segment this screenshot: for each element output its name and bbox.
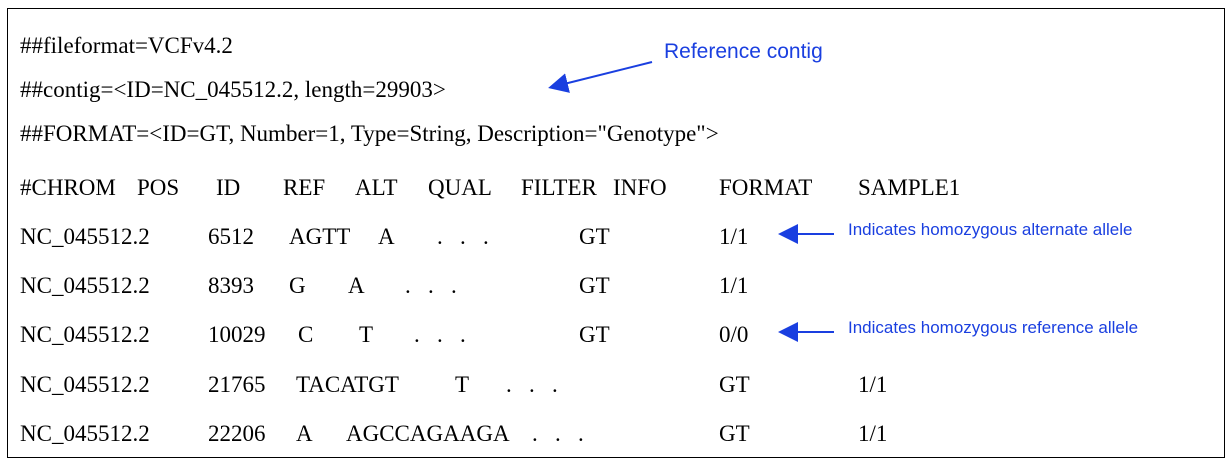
column-header-ref: REF [283, 175, 326, 200]
row-format: GT [579, 322, 610, 347]
row-chrom: NC_045512.2 [20, 322, 150, 347]
row-alt: A [348, 273, 365, 298]
row-format: GT [719, 372, 750, 397]
row-sample: 1/1 [719, 224, 749, 249]
row-dots: . . . [506, 372, 558, 397]
annotation-homozygous-alternate: Indicates homozygous alternate allele [848, 220, 1133, 239]
row-alt: A [378, 224, 395, 249]
row-ref: AGTT [289, 224, 351, 249]
row-pos: 10029 [208, 322, 266, 347]
column-header-id: ID [216, 175, 241, 200]
row-dots: . . . [437, 224, 489, 249]
row-chrom: NC_045512.2 [20, 421, 150, 446]
row-chrom: NC_045512.2 [20, 224, 150, 249]
row-pos: 8393 [208, 273, 254, 298]
row-format: GT [719, 421, 750, 446]
row-alt: T [455, 372, 470, 397]
row-chrom: NC_045512.2 [20, 273, 150, 298]
vcf-document-frame [7, 8, 1225, 458]
row-pos: 22206 [208, 421, 266, 446]
row-format: GT [579, 224, 610, 249]
header-fileformat-line: ##fileformat=VCFv4.2 [20, 33, 233, 58]
row-ref: C [298, 322, 314, 347]
row-alt: T [359, 322, 374, 347]
header-contig-line: ##contig=<ID=NC_045512.2, length=29903> [20, 77, 446, 102]
row-pos: 6512 [208, 224, 254, 249]
row-sample: 1/1 [719, 273, 749, 298]
row-sample: 1/1 [858, 372, 888, 397]
row-chrom: NC_045512.2 [20, 372, 150, 397]
row-dots: . . . [532, 421, 584, 446]
row-dots: . . . [405, 273, 457, 298]
column-header-format: FORMAT [719, 175, 813, 200]
annotation-reference-contig: Reference contig [664, 40, 823, 63]
column-header-info: INFO [613, 175, 667, 200]
annotation-homozygous-reference: Indicates homozygous reference allele [848, 318, 1139, 337]
row-alt: AGCCAGAAGA [346, 421, 510, 446]
row-dots: . . . [414, 322, 466, 347]
column-header-chrom: #CHROM [20, 175, 116, 200]
column-header-alt: ALT [355, 175, 398, 200]
column-header-sample: SAMPLE1 [858, 175, 961, 200]
row-ref: TACATGT [296, 372, 399, 397]
column-header-qual: QUAL [428, 175, 492, 200]
row-sample: 0/0 [719, 322, 749, 347]
row-format: GT [579, 273, 610, 298]
header-format-line: ##FORMAT=<ID=GT, Number=1, Type=String, … [20, 121, 719, 146]
column-header-filter: FILTER [521, 175, 597, 200]
row-sample: 1/1 [858, 421, 888, 446]
row-pos: 21765 [208, 372, 266, 397]
row-ref: G [289, 273, 306, 298]
row-ref: A [296, 421, 313, 446]
column-header-pos: POS [137, 175, 180, 200]
